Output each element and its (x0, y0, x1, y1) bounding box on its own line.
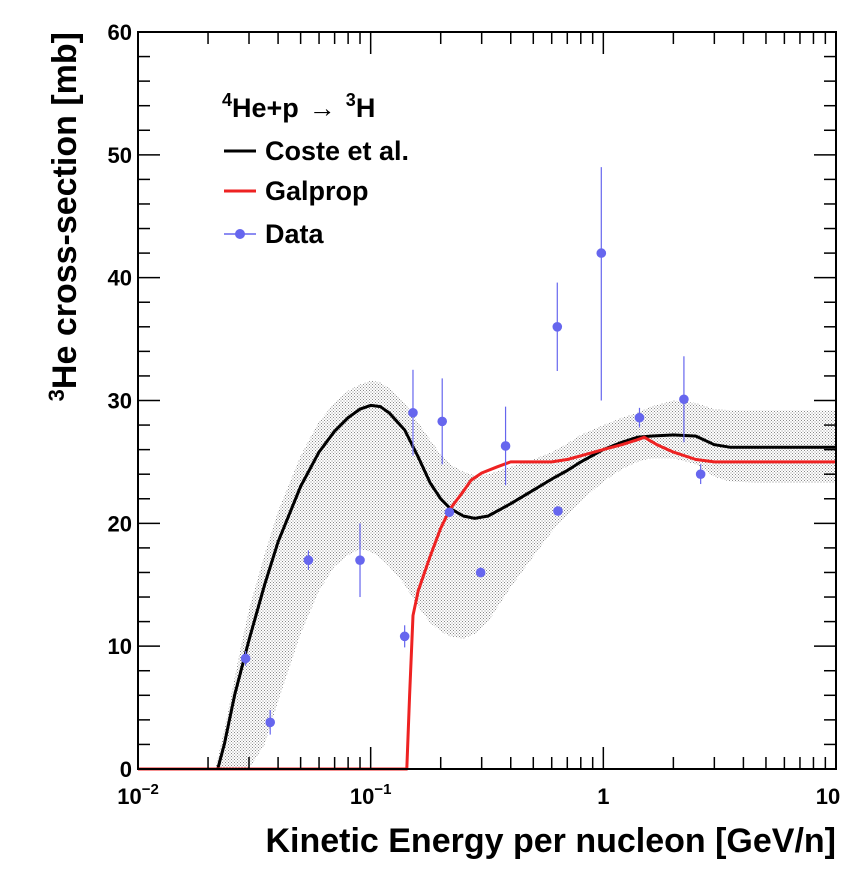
data-point (265, 710, 276, 735)
galprop-curve (138, 435, 836, 771)
y-tick-label: 60 (108, 20, 132, 45)
data-point (437, 378, 448, 465)
x-tick-label-base: 10 (816, 784, 840, 809)
data-point-marker (355, 555, 365, 565)
data-point-marker (265, 717, 276, 728)
legend-title: 4He+p → 3H (222, 90, 375, 123)
x-tick-label: 1 (597, 784, 609, 809)
legend-data-marker (235, 229, 245, 239)
x-tick-label-base: 10 (350, 784, 374, 809)
uncertainty-band (215, 380, 837, 769)
legend-title-arrow: → (309, 93, 336, 123)
data-point (679, 356, 689, 443)
data-point (355, 523, 365, 598)
y-tick-label: 40 (108, 266, 132, 291)
legend-title-product: H (356, 93, 376, 123)
data-point-marker (437, 416, 448, 427)
x-tick-label-exponent: −2 (142, 781, 159, 798)
legend-title-sup2: 3 (346, 90, 356, 110)
legend-galprop-label: Galprop (265, 176, 369, 206)
data-point (634, 407, 645, 428)
y-tick-label: 50 (108, 143, 132, 168)
x-axis-title: Kinetic Energy per nucleon [GeV/n] (265, 822, 836, 860)
data-points-layer (240, 167, 706, 735)
x-tick-label: 10−2 (117, 781, 159, 809)
x-tick-label-exponent: −1 (374, 781, 391, 798)
y-axis-title-text: He cross-section [mb] (46, 32, 84, 389)
legend-title-sup1: 4 (222, 90, 232, 110)
data-point-marker (240, 653, 251, 664)
data-point (552, 282, 563, 372)
x-tick-label: 10 (816, 784, 840, 809)
data-point (240, 651, 251, 666)
data-point-marker (399, 631, 410, 642)
data-point-marker (303, 555, 314, 565)
legend-title-reactant: He+p (232, 93, 299, 123)
data-point-marker (552, 322, 563, 332)
data-point (399, 625, 410, 648)
data-point-marker (634, 412, 645, 423)
data-point-marker (679, 394, 689, 405)
x-tick-label-base: 1 (597, 784, 609, 809)
data-point (695, 464, 706, 485)
legend-coste-label: Coste et al. (265, 136, 409, 166)
coste-curve (138, 403, 836, 771)
x-tick-label: 10−1 (350, 781, 392, 809)
legend: 4He+p → 3H Coste et al. Galprop Data (222, 90, 409, 249)
data-point-marker (553, 506, 563, 516)
data-point-marker (500, 441, 511, 451)
y-tick-label: 30 (108, 389, 132, 414)
y-tick-label: 0 (120, 757, 132, 782)
data-point (475, 567, 486, 578)
data-point-marker (475, 567, 486, 578)
data-point (303, 550, 314, 571)
data-point-marker (596, 248, 607, 258)
y-axis-title-superscript: 3 (44, 389, 69, 401)
data-point-marker (444, 507, 455, 518)
uncertainty-band-layer (215, 380, 837, 769)
axis-ticks-layer (137, 31, 837, 770)
data-point (500, 406, 511, 486)
data-point (596, 167, 607, 401)
x-tick-label-base: 10 (117, 784, 141, 809)
legend-data-label: Data (265, 219, 325, 249)
model-curves-layer (138, 403, 836, 771)
y-axis-title: 3He cross-section [mb] (44, 32, 85, 401)
data-point-marker (408, 407, 418, 418)
y-tick-label: 20 (108, 511, 132, 536)
data-point-marker (695, 469, 706, 480)
data-point (408, 369, 418, 456)
data-point (444, 507, 455, 518)
data-point (553, 506, 563, 516)
y-tick-label: 10 (108, 634, 132, 659)
